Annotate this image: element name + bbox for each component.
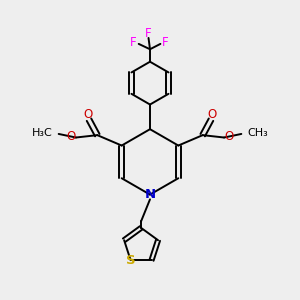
- Text: N: N: [144, 188, 156, 201]
- Text: O: O: [207, 108, 216, 121]
- Text: O: O: [225, 130, 234, 143]
- Text: O: O: [66, 130, 75, 143]
- Text: F: F: [145, 27, 152, 40]
- Text: F: F: [130, 36, 137, 49]
- Text: S: S: [126, 254, 135, 267]
- Text: O: O: [84, 108, 93, 121]
- Text: F: F: [162, 36, 169, 49]
- Text: H₃C: H₃C: [32, 128, 52, 138]
- Text: CH₃: CH₃: [248, 128, 268, 138]
